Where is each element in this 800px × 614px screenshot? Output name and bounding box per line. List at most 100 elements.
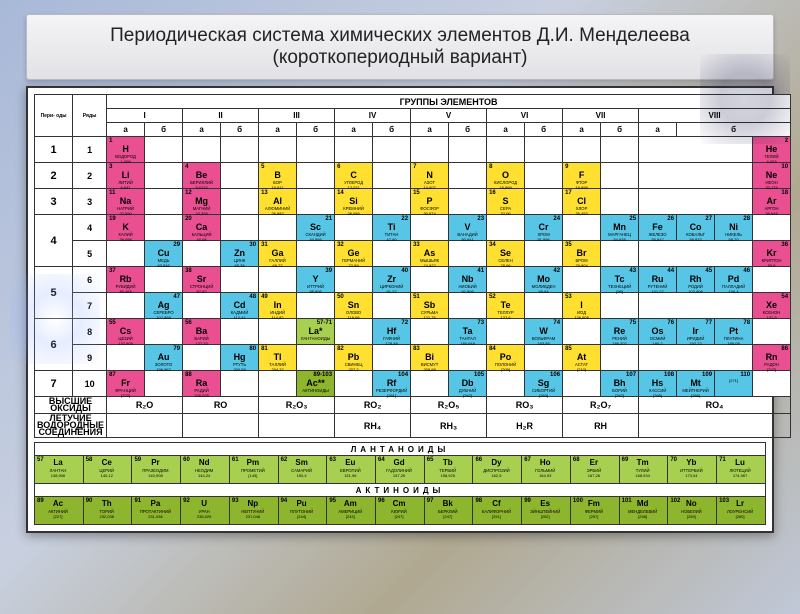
element-Pm: 61 Pm ПРОМЕТИЙ [145] [230, 456, 276, 483]
element-Db: 105 Db ДУБНИЙ [262] [449, 371, 486, 396]
element-Re: 75 Re РЕНИЙ 186,207 [601, 319, 638, 344]
element-Es: 99 Es ЭЙНШТЕЙНИЙ [252] [522, 497, 568, 524]
element-Tl: 81 Tl ТАЛЛИЙ 204,37 [259, 345, 296, 370]
element-Mg: 12 Mg МАГНИЙ 24,305 [183, 189, 220, 214]
element-Ba: 56 Ba БАРИЙ 137,33 [183, 319, 220, 344]
element-Rh: 45 Rh РОДИЙ 102,906 [677, 267, 714, 292]
main-grid: Пери- оды Ряды ГРУППЫ ЭЛЕМЕНТОВIIIIIIIVV… [34, 94, 791, 438]
element-Tc: 43 Tc ТЕХНЕЦИЙ [98] [601, 267, 638, 292]
element-Sc: 21 Sc СКАНДИЙ 44,956 [297, 215, 334, 240]
element-La: 57 La ЛАНТАН 138,906 [35, 456, 81, 483]
element-Lr: 103 Lr ЛОУРЕНСИЙ [260] [717, 497, 763, 524]
element-Bh: 107 Bh БОРИЙ [262] [601, 371, 638, 396]
element-Ir: 77 Ir ИРИДИЙ 192,22 [677, 319, 714, 344]
element-Pr: 59 Pr ПРАЗЕОДИМ 140,908 [132, 456, 178, 483]
element-Cr: 24 Cr ХРОМ 51,996 [525, 215, 562, 240]
element-Zn: 30 Zn ЦИНК 65,38 [221, 241, 258, 266]
element-Ac**: 89-103 Ac** АКТИНОИДЫ [297, 371, 334, 396]
element-Fm: 100 Fm ФЕРМИЙ [257] [571, 497, 617, 524]
element-Hf: 72 Hf ГАФНИЙ 178,49 [373, 319, 410, 344]
element-Ge: 32 Ge ГЕРМАНИЙ 72,59 [335, 241, 372, 266]
element-Rf: 104 Rf РЕЗЕРФОРДИЙ [261] [373, 371, 410, 396]
element-As: 33 As МЫШЬЯК 74,922 [411, 241, 448, 266]
element-Se: 34 Se СЕЛЕН 78,96 [487, 241, 524, 266]
element-Cu: 29 Cu МЕДЬ 63,546 [145, 241, 182, 266]
element-Si: 14 Si КРЕМНИЙ 28,086 [335, 189, 372, 214]
element-Br: 35 Br БРОМ 79,904 [563, 241, 600, 266]
element-Ce: 58 Ce ЦЕРИЙ 140,12 [84, 456, 130, 483]
element-Eu: 63 Eu ЕВРОПИЙ 151,96 [327, 456, 373, 483]
element-No: 102 No НОБЕЛИЙ [259] [668, 497, 714, 524]
element-Al: 13 Al АЛЮМИНИЙ 26,982 [259, 189, 296, 214]
element-I: 53 I ИОД 126,905 [563, 293, 600, 318]
element-Bk: 97 Bk БЕРКЛИЙ [247] [425, 497, 471, 524]
element-Dy: 66 Dy ДИСПРОЗИЙ 162,5 [473, 456, 519, 483]
element-Kr: 36 Kr КРИПТОН 83,8 [753, 241, 790, 266]
element-P: 15 P ФОСФОР 30,974 [411, 189, 448, 214]
element-H: 1 H ВОДОРОД 1,008 [107, 137, 144, 162]
page-title: Периодическая система химических элемент… [26, 14, 774, 80]
element-S: 16 S СЕРА 32,06 [487, 189, 524, 214]
element-V: 23 V ВАНАДИЙ 50,941 [449, 215, 486, 240]
periodic-table: Пери- оды Ряды ГРУППЫ ЭЛЕМЕНТОВIIIIIIIVV… [26, 86, 774, 533]
element-Ne: 10 Ne НЕОН 20,179 [753, 163, 790, 188]
element-Be: 4 Be БЕРИЛЛИЙ 9,0122 [183, 163, 220, 188]
element-Np: 93 Np НЕПТУНИЙ 237,048 [230, 497, 276, 524]
series-grid: ЛАНТАНОИДЫ 57 La ЛАНТАН 138,906 58 Ce ЦЕ… [34, 442, 766, 525]
element-Sg: 106 Sg СИБОРГИЙ [263] [525, 371, 562, 396]
element-Md: 101 Md МЕНДЕЛЕВИЙ [258] [620, 497, 666, 524]
element-Cs: 55 Cs ЦЕЗИЙ 132,905 [107, 319, 144, 344]
element-Lu: 71 Lu ЛЮТЕЦИЙ 174,967 [717, 456, 763, 483]
element-Ca: 20 Ca КАЛЬЦИЙ 40,08 [183, 215, 220, 240]
element-Yb: 70 Yb ИТТЕРБИЙ 173,04 [668, 456, 714, 483]
element-Hs: 108 Hs ХАССИЙ [265] [639, 371, 676, 396]
element-Cl: 17 Cl ХЛОР 35,453 [563, 189, 600, 214]
element-K: 19 K КАЛИЙ 39,098 [107, 215, 144, 240]
element-Er: 68 Er ЭРБИЙ 167,26 [571, 456, 617, 483]
element-Fr: 87 Fr ФРАНЦИЙ [223] [107, 371, 144, 396]
element-Pb: 82 Pb СВИНЕЦ 207,2 [335, 345, 372, 370]
element-Rn: 86 Rn РАДОН [222] [753, 345, 790, 370]
element-Ar: 18 Ar АРГОН 39,948 [753, 189, 790, 214]
element-At: 85 At АСТАТ [210] [563, 345, 600, 370]
element-Gd: 64 Gd ГАДОЛИНИЙ 157,25 [376, 456, 422, 483]
element-Cm: 96 Cm КЮРИЙ [247] [376, 497, 422, 524]
element-Sn: 50 Sn ОЛОВО 118,69 [335, 293, 372, 318]
element-Tb: 65 Tb ТЕРБИЙ 158,925 [425, 456, 471, 483]
element-Mt: 109 Mt МЕЙТНЕРИЙ [266] [677, 371, 714, 396]
decor-cube-right [700, 54, 790, 144]
element-Mn: 25 Mn МАРГАНЕЦ 54,938 [601, 215, 638, 240]
element-Ac: 89 Ac АКТИНИЙ [227] [35, 497, 81, 524]
element-Te: 52 Te ТЕЛЛУР 127,6 [487, 293, 524, 318]
element-La*: 57-71 La* ЛАНТАНОИДЫ [297, 319, 334, 344]
element-Ga: 31 Ga ГАЛЛИЙ 69,72 [259, 241, 296, 266]
element-Xe: 54 Xe КСЕНОН 131,3 [753, 293, 790, 318]
element-Ni: 28 Ni НИКЕЛЬ 58,70 [715, 215, 752, 240]
element-Pd: 46 Pd ПАЛЛАДИЙ 106,4 [715, 267, 752, 292]
element-W: 74 W ВОЛЬФРАМ 183,85 [525, 319, 562, 344]
element-F: 9 F ФТОР 18,998 [563, 163, 600, 188]
element-Pt: 78 Pt ПЛАТИНА 195,09 [715, 319, 752, 344]
element-U: 92 U УРАН 238,029 [181, 497, 227, 524]
element-Ho: 67 Ho ГОЛЬМИЙ 164,93 [522, 456, 568, 483]
element-Po: 84 Po ПОЛОНИЙ [209] [487, 345, 524, 370]
element-Sm: 62 Sm САМАРИЙ 150,4 [279, 456, 325, 483]
element-Nd: 60 Nd НЕОДИМ 144,24 [181, 456, 227, 483]
element-O: 8 O КИСЛОРОД 15,999 [487, 163, 524, 188]
element-Nb: 41 Nb НИОБИЙ 92,906 [449, 267, 486, 292]
element-Co: 27 Co КОБАЛЬТ 58,933 [677, 215, 714, 240]
element-Mo: 42 Mo МОЛИБДЕН 95,94 [525, 267, 562, 292]
element-Ru: 44 Ru РУТЕНИЙ 101,07 [639, 267, 676, 292]
element-Ta: 73 Ta ТАНТАЛ 180,948 [449, 319, 486, 344]
element-He: 2 He ГЕЛИЙ 4,003 [753, 137, 790, 162]
element-Cd: 48 Cd КАДМИЙ 112,41 [221, 293, 258, 318]
element-Cf: 98 Cf КАЛИФОРНИЙ [251] [473, 497, 519, 524]
element-In: 49 In ИНДИЙ 114,82 [259, 293, 296, 318]
element-C: 6 C УГЛЕРОД 12,011 [335, 163, 372, 188]
element-B: 5 B БОР 10,811 [259, 163, 296, 188]
element-Pu: 94 Pu ПЛУТОНИЙ [244] [279, 497, 325, 524]
element-Hg: 80 Hg РТУТЬ 200,59 [221, 345, 258, 370]
element-Tm: 69 Tm ТУЛИЙ 168,934 [620, 456, 666, 483]
element-Sb: 51 Sb СУРЬМА 121,75 [411, 293, 448, 318]
element-Rb: 37 Rb РУБИДИЙ 85,468 [107, 267, 144, 292]
